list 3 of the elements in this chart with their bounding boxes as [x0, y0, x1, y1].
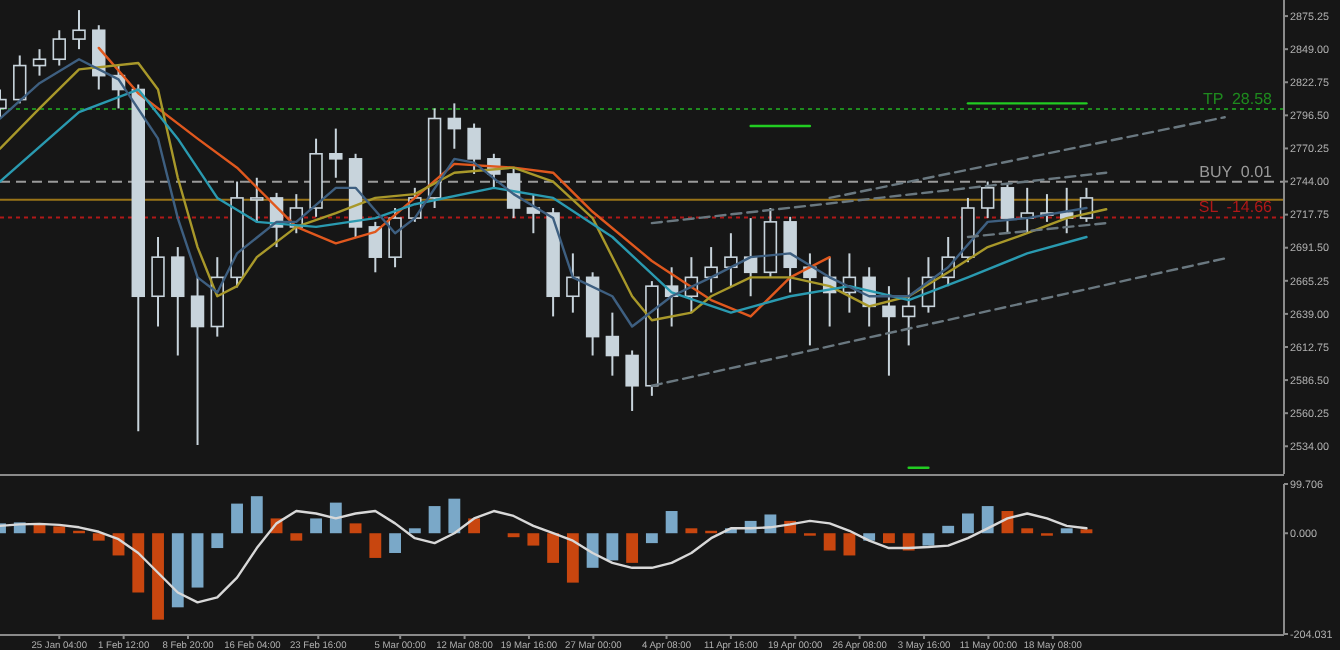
ref-line-label: TP 28.58: [1202, 90, 1274, 109]
ref-line-label: BUY 0.01: [1199, 162, 1274, 181]
ref-line-label: SL -14.66: [1198, 198, 1274, 217]
